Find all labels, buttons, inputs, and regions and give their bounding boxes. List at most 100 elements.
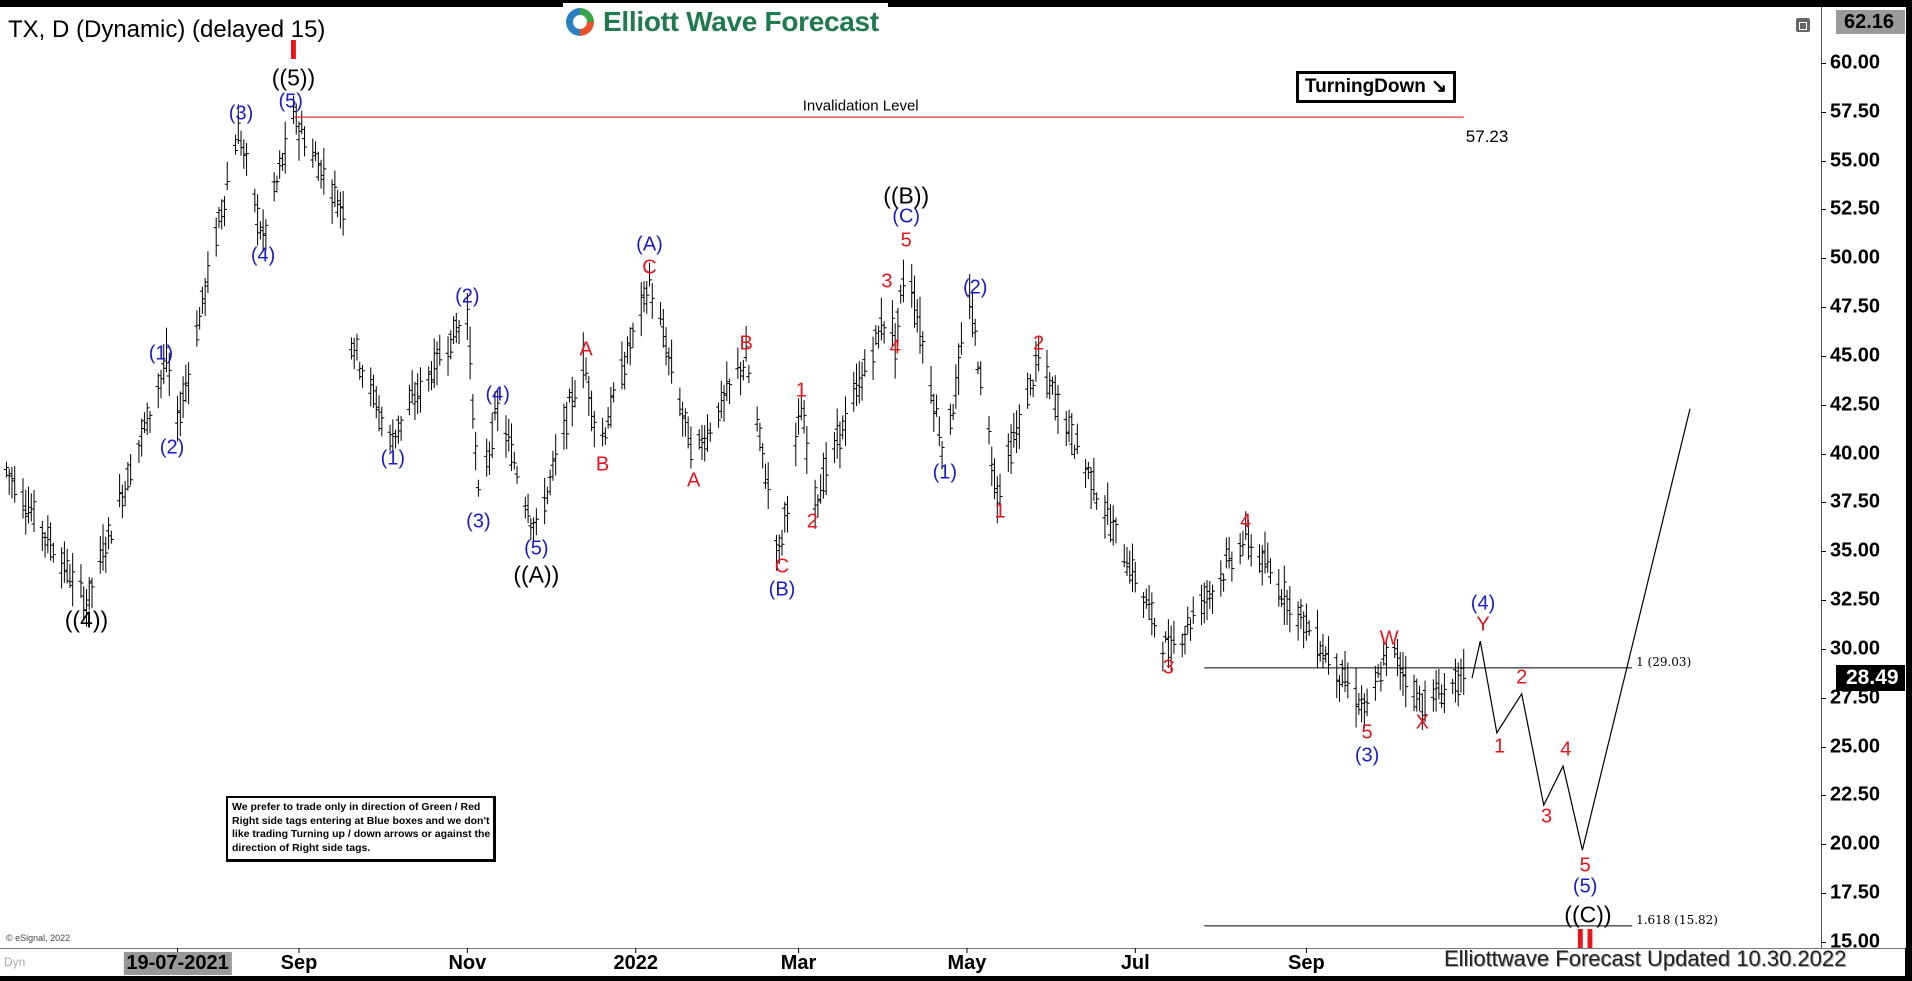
wave-label: (C)	[892, 205, 921, 228]
price-bar	[486, 441, 492, 475]
y-tick-label: 25.00	[1830, 735, 1881, 758]
wave-label: (4)	[485, 383, 510, 406]
price-bar	[194, 310, 200, 347]
price-bar	[889, 300, 895, 347]
price-bar	[161, 343, 167, 385]
price-bar	[856, 361, 862, 404]
price-bar	[782, 501, 788, 533]
price-bar	[947, 403, 953, 435]
price-bar	[1243, 511, 1249, 540]
price-bar	[39, 520, 45, 551]
price-bar	[158, 369, 164, 399]
price-bar	[1210, 584, 1216, 614]
price-bar	[1259, 545, 1265, 586]
price-bar	[128, 454, 134, 486]
wave-label: 1	[1494, 735, 1506, 758]
price-bar	[619, 341, 625, 390]
price-bar	[1334, 653, 1340, 699]
price-bar	[992, 458, 998, 500]
price-bar	[1229, 551, 1235, 582]
price-bar	[1127, 550, 1133, 584]
wave-label: 5	[900, 229, 912, 252]
price-bar	[1085, 461, 1091, 480]
price-bar	[1182, 625, 1188, 655]
chart-plot-area[interactable]	[0, 7, 1821, 948]
price-bar	[785, 495, 791, 533]
price-bar	[1091, 457, 1097, 502]
price-bar	[1320, 633, 1326, 669]
price-bar	[514, 465, 520, 484]
price-bar	[376, 395, 382, 432]
price-bar	[793, 422, 799, 467]
price-bar	[282, 121, 288, 174]
price-bar	[812, 479, 818, 529]
logo-text: Elliott Wave Forecast	[603, 6, 879, 37]
price-bar	[658, 302, 664, 326]
price-bar	[1146, 585, 1152, 620]
price-bar	[221, 196, 227, 227]
price-bar	[909, 264, 915, 308]
price-bar	[1160, 641, 1166, 672]
price-bar	[564, 401, 570, 450]
price-bar	[798, 387, 804, 421]
wave-label: (A)	[636, 233, 663, 256]
price-bar	[1281, 565, 1287, 626]
price-bar	[1364, 688, 1370, 717]
price-bar	[387, 424, 393, 452]
wave-label: ((5))	[271, 64, 316, 91]
y-tick-mark	[1821, 746, 1826, 748]
price-bar	[1179, 633, 1185, 658]
price-bar	[870, 336, 876, 381]
chart-title: TX, D (Dynamic) (delayed 15)	[8, 16, 326, 43]
price-bar	[67, 564, 73, 588]
price-bar	[1287, 585, 1293, 633]
price-bar	[428, 361, 434, 391]
price-bar	[600, 417, 606, 447]
price-bar	[688, 426, 694, 469]
price-bar	[1033, 340, 1039, 382]
price-bar	[851, 371, 857, 412]
price-bar	[1276, 568, 1282, 607]
price-bar	[1130, 543, 1136, 593]
time-axis[interactable]	[0, 948, 1905, 976]
price-bar	[1298, 598, 1304, 630]
wave-label: 1	[994, 500, 1006, 523]
y-tick-mark	[1821, 453, 1826, 455]
price-bar	[900, 259, 906, 303]
price-bar	[415, 373, 421, 415]
price-bar	[1419, 693, 1425, 731]
price-bar	[119, 484, 125, 519]
price-bar	[649, 283, 655, 319]
price-axis[interactable]	[1821, 7, 1906, 948]
price-bar	[260, 209, 266, 252]
price-bar	[241, 139, 247, 169]
price-bar	[321, 148, 327, 195]
price-bar	[26, 486, 32, 524]
price-bar	[467, 326, 473, 380]
price-bar	[437, 334, 443, 366]
y-tick-label: 37.50	[1830, 490, 1881, 513]
price-bar	[1163, 631, 1169, 643]
price-bar	[1171, 620, 1177, 654]
wave-label: B	[595, 453, 610, 476]
price-bar	[456, 320, 462, 345]
y-tick-label: 22.50	[1830, 783, 1881, 806]
price-bar	[878, 297, 884, 341]
price-bar	[660, 308, 666, 348]
price-bar	[746, 364, 752, 384]
price-bar	[1187, 618, 1193, 641]
x-tick-label: Sep	[1288, 952, 1325, 974]
price-bar	[776, 534, 782, 565]
price-bar	[1422, 680, 1428, 723]
wave-label: I	[288, 36, 299, 67]
price-bar	[1113, 517, 1119, 544]
window-restore-icon[interactable]	[1796, 18, 1810, 32]
price-bar	[315, 151, 321, 181]
price-bar	[931, 393, 937, 432]
price-bar	[569, 376, 575, 427]
x-tick-label: May	[947, 952, 987, 974]
price-bar	[1356, 693, 1362, 715]
price-bar	[1268, 558, 1274, 585]
y-tick-label: 45.00	[1830, 344, 1881, 367]
price-bar	[1256, 544, 1262, 573]
